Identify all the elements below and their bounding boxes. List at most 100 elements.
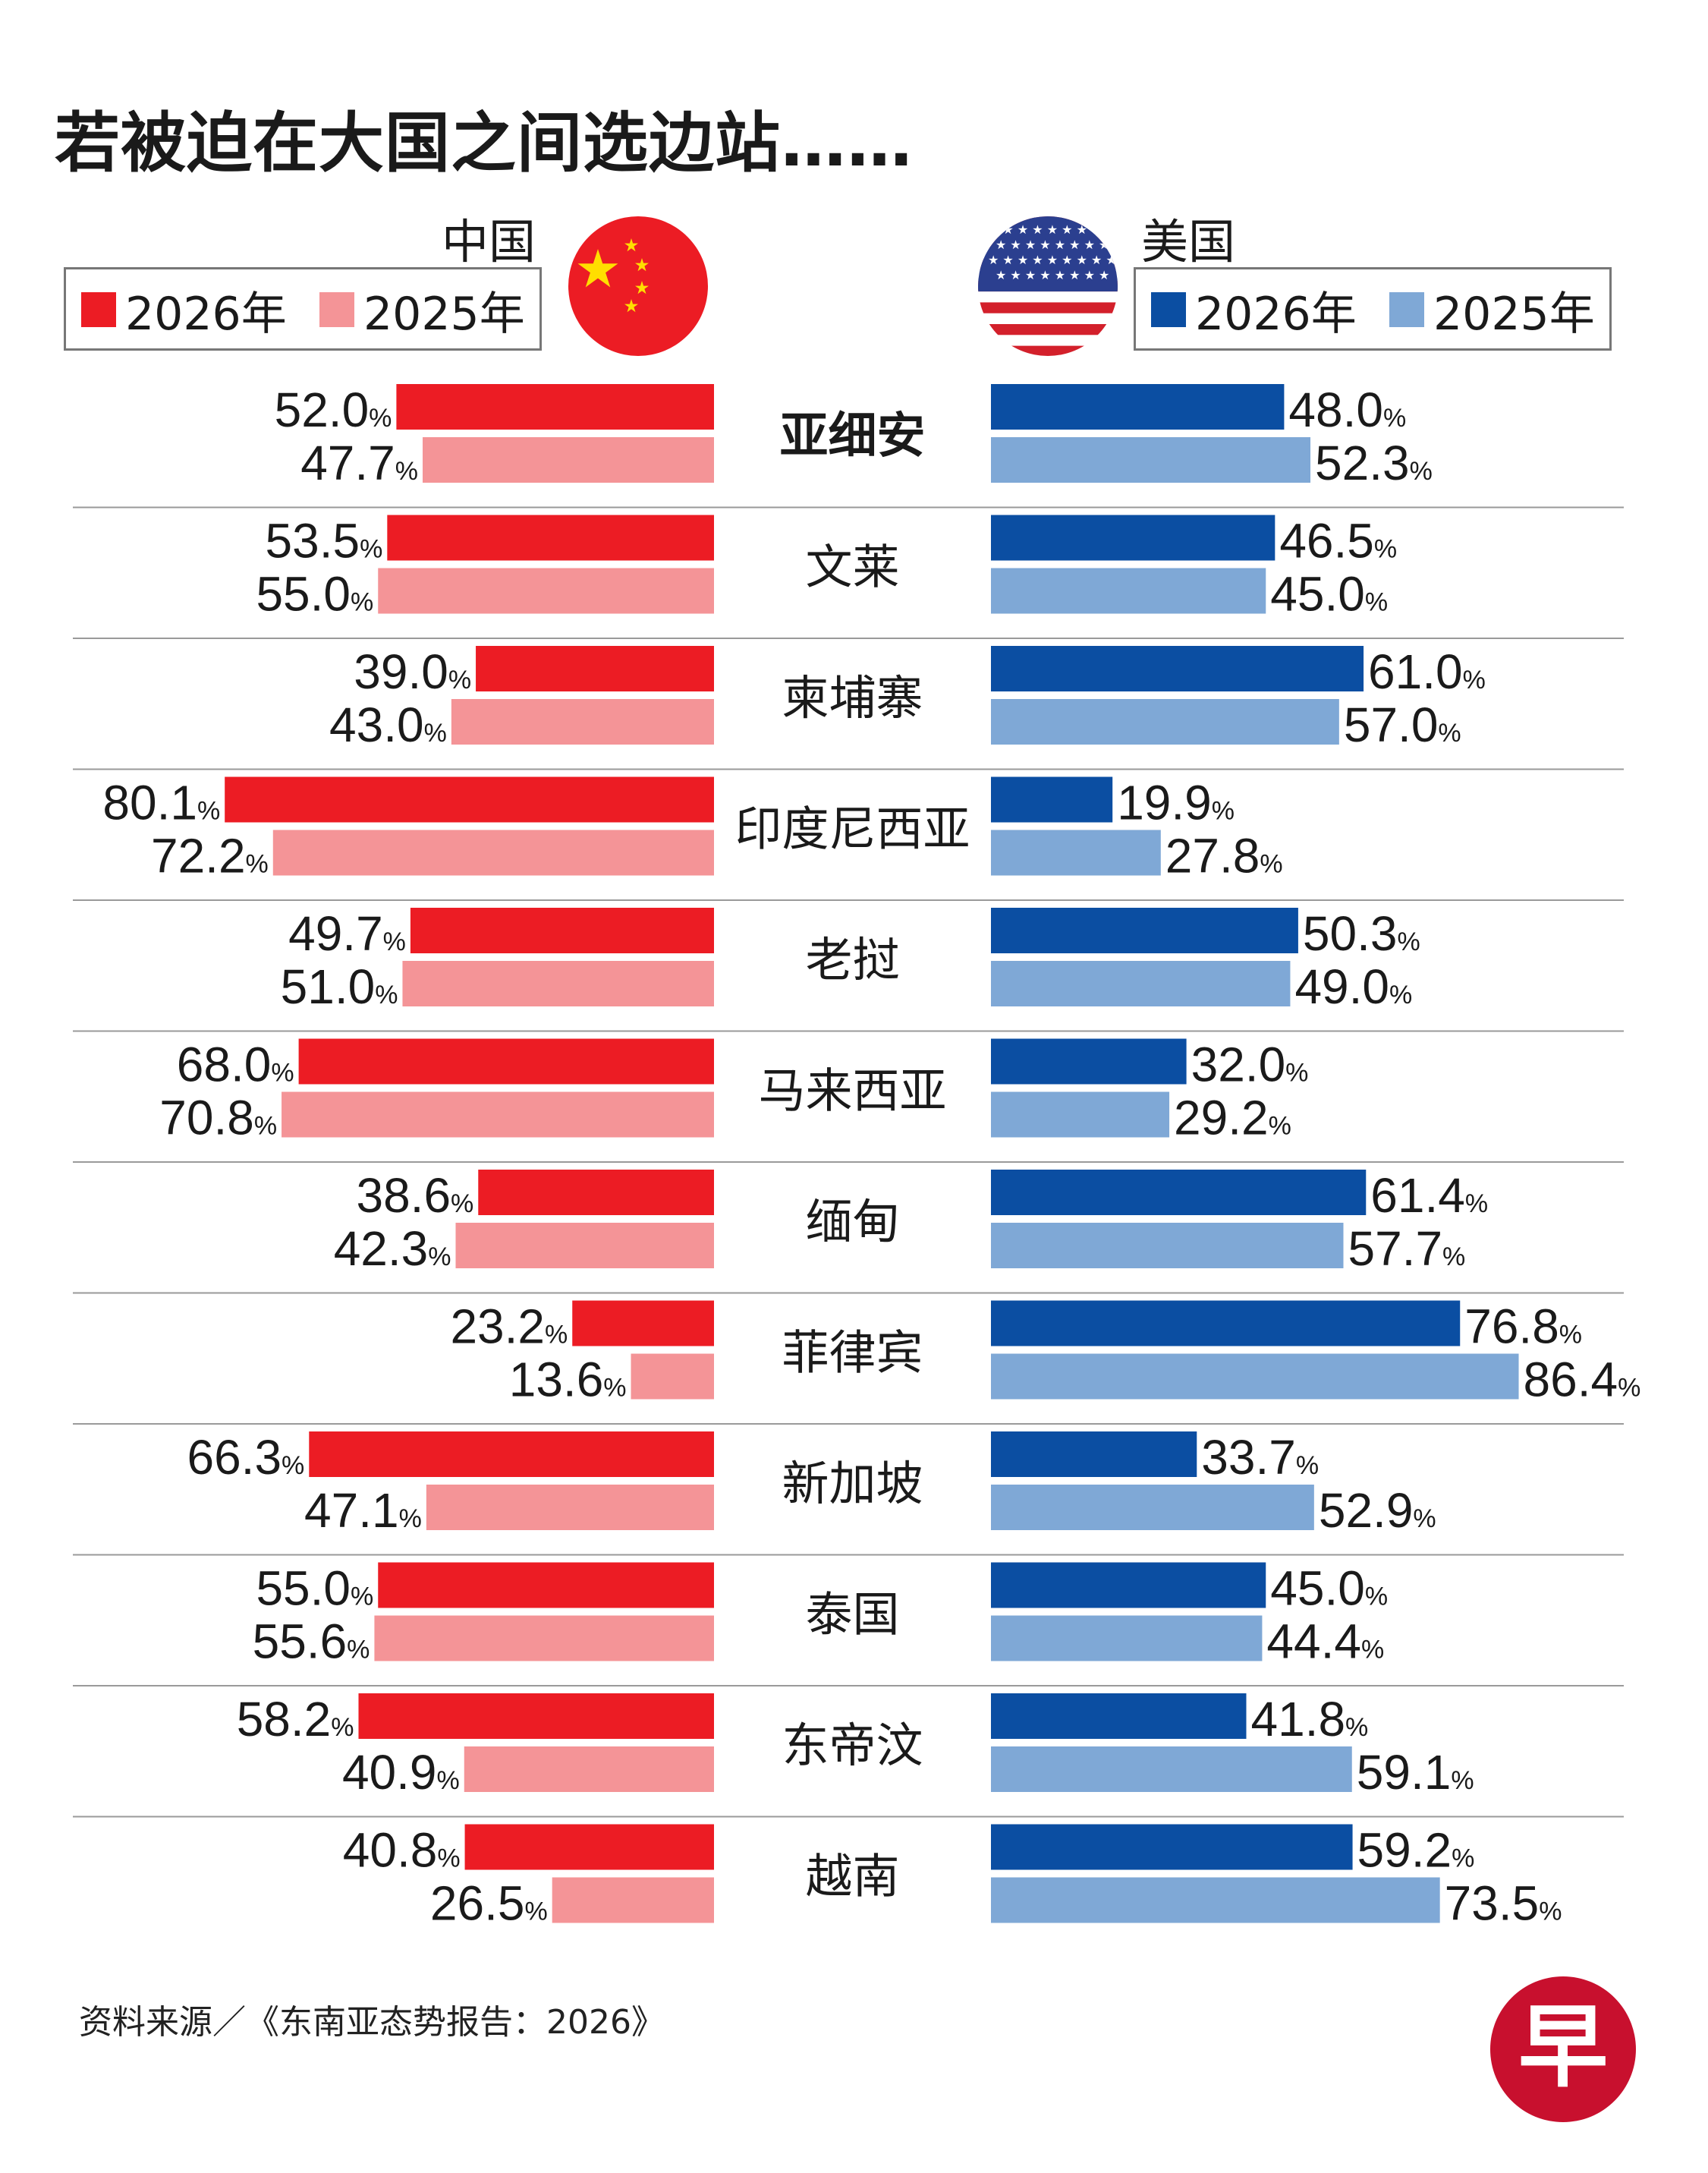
china-bar <box>282 1091 714 1138</box>
china-value-label: 55.0% <box>256 1561 373 1616</box>
china-value-label: 49.7% <box>288 906 406 961</box>
china-legend-2025-label: 2025年 <box>363 287 525 341</box>
usa-2026-swatch <box>1151 292 1186 327</box>
usa-bar <box>991 1615 1263 1661</box>
usa-bar <box>991 1300 1461 1346</box>
china-bar <box>378 568 714 614</box>
china-value-label: 40.8% <box>343 1823 461 1878</box>
usa-value-label: 86.4% <box>1524 1353 1641 1407</box>
china-value-label: 47.7% <box>300 436 418 490</box>
usa-bar <box>991 1877 1440 1923</box>
china-bar <box>455 1223 714 1268</box>
china-bar <box>402 961 714 1006</box>
china-value-label: 55.0% <box>256 567 373 622</box>
china-value-label: 40.9% <box>342 1745 460 1800</box>
china-bar <box>426 1485 714 1530</box>
china-value-label: 51.0% <box>281 959 398 1014</box>
china-legend-2026-label: 2026年 <box>125 287 287 341</box>
usa-value-label: 61.4% <box>1370 1168 1488 1223</box>
china-bar <box>451 699 714 745</box>
category-label: 老挝 <box>805 932 899 987</box>
china-bar <box>476 646 714 691</box>
usa-value-label: 45.0% <box>1270 1561 1388 1616</box>
china-bar <box>464 1746 714 1792</box>
usa-bar <box>991 1562 1266 1608</box>
usa-value-label: 33.7% <box>1201 1430 1319 1485</box>
usa-value-label: 27.8% <box>1165 829 1283 883</box>
china-value-label: 52.0% <box>275 383 392 437</box>
svg-text:★ ★ ★ ★ ★ ★ ★ ★: ★ ★ ★ ★ ★ ★ ★ ★ <box>996 238 1109 252</box>
category-label: 菲律宾 <box>782 1325 923 1381</box>
usa-bar <box>991 1824 1353 1870</box>
usa-value-label: 44.4% <box>1266 1614 1384 1669</box>
usa-bar <box>991 1693 1247 1739</box>
china-value-label: 53.5% <box>266 514 383 568</box>
usa-bar <box>991 1091 1170 1138</box>
china-bar <box>478 1170 714 1215</box>
china-2025-swatch <box>319 292 354 327</box>
usa-value-label: 45.0% <box>1270 567 1388 622</box>
usa-bar <box>991 646 1364 691</box>
china-label: 中国 <box>442 214 536 269</box>
china-legend-2026: 2026年 <box>81 288 287 341</box>
usa-bar <box>991 961 1291 1006</box>
china-bar <box>298 1038 715 1085</box>
china-legend-2025: 2025年 <box>319 288 525 341</box>
category-label: 文莱 <box>805 540 899 595</box>
usa-value-label: 32.0% <box>1191 1038 1309 1092</box>
usa-legend: 2026年 2025年 <box>1134 267 1612 351</box>
usa-value-label: 59.1% <box>1357 1745 1474 1800</box>
usa-value-label: 57.0% <box>1344 698 1461 752</box>
usa-bar <box>991 1038 1187 1085</box>
china-bar <box>552 1877 714 1923</box>
china-value-label: 55.6% <box>253 1614 370 1669</box>
china-bar <box>309 1431 714 1477</box>
usa-bar <box>991 1746 1352 1792</box>
usa-value-label: 52.3% <box>1315 436 1433 490</box>
china-bar <box>572 1300 714 1346</box>
zaobao-logo: 早 <box>1490 1976 1636 2122</box>
category-label: 柬埔寨 <box>782 670 923 726</box>
usa-legend-2026: 2026年 <box>1151 288 1357 341</box>
usa-2025-swatch <box>1389 292 1424 327</box>
china-bar <box>410 908 714 953</box>
category-label: 越南 <box>805 1849 899 1904</box>
usa-legend-2025-label: 2025年 <box>1433 287 1595 341</box>
category-label: 东帝汶 <box>782 1718 923 1773</box>
us-flag-icon: ★ ★ ★ ★ ★ ★ ★ ★ ★ ★ ★ ★ ★ ★ ★ ★ ★ ★ ★ ★ … <box>978 216 1118 356</box>
usa-value-label: 29.2% <box>1174 1091 1291 1145</box>
china-value-label: 43.0% <box>329 698 447 752</box>
china-value-label: 47.1% <box>304 1483 422 1538</box>
china-flag-icon <box>568 216 708 356</box>
category-label: 泰国 <box>805 1587 899 1642</box>
china-bar <box>374 1615 714 1661</box>
category-label: 亚细安 <box>780 408 926 465</box>
usa-label: 美国 <box>1141 214 1236 269</box>
usa-bar <box>991 1223 1344 1268</box>
usa-value-label: 50.3% <box>1303 906 1420 961</box>
china-value-label: 68.0% <box>177 1038 294 1092</box>
usa-bar <box>991 776 1113 823</box>
category-label: 印度尼西亚 <box>734 801 970 857</box>
usa-value-label: 76.8% <box>1464 1299 1582 1354</box>
china-bar <box>358 1693 714 1739</box>
china-bar <box>423 437 714 483</box>
china-value-label: 66.3% <box>187 1430 304 1485</box>
usa-bar <box>991 1431 1197 1477</box>
usa-value-label: 19.9% <box>1117 776 1235 830</box>
page-title: 若被迫在大国之间选边站…… <box>55 106 913 181</box>
china-value-label: 23.2% <box>450 1299 568 1354</box>
usa-value-label: 57.7% <box>1348 1221 1465 1276</box>
china-2026-swatch <box>81 292 116 327</box>
usa-value-label: 52.9% <box>1319 1483 1436 1538</box>
usa-bar <box>991 830 1161 876</box>
usa-value-label: 61.0% <box>1368 644 1486 699</box>
china-bar <box>387 515 714 561</box>
usa-value-label: 73.5% <box>1445 1876 1562 1931</box>
usa-bar <box>991 908 1298 953</box>
china-legend: 2026年 2025年 <box>64 267 542 351</box>
china-value-label: 72.2% <box>151 829 269 883</box>
usa-value-label: 59.2% <box>1357 1823 1475 1878</box>
usa-bar <box>991 515 1275 561</box>
